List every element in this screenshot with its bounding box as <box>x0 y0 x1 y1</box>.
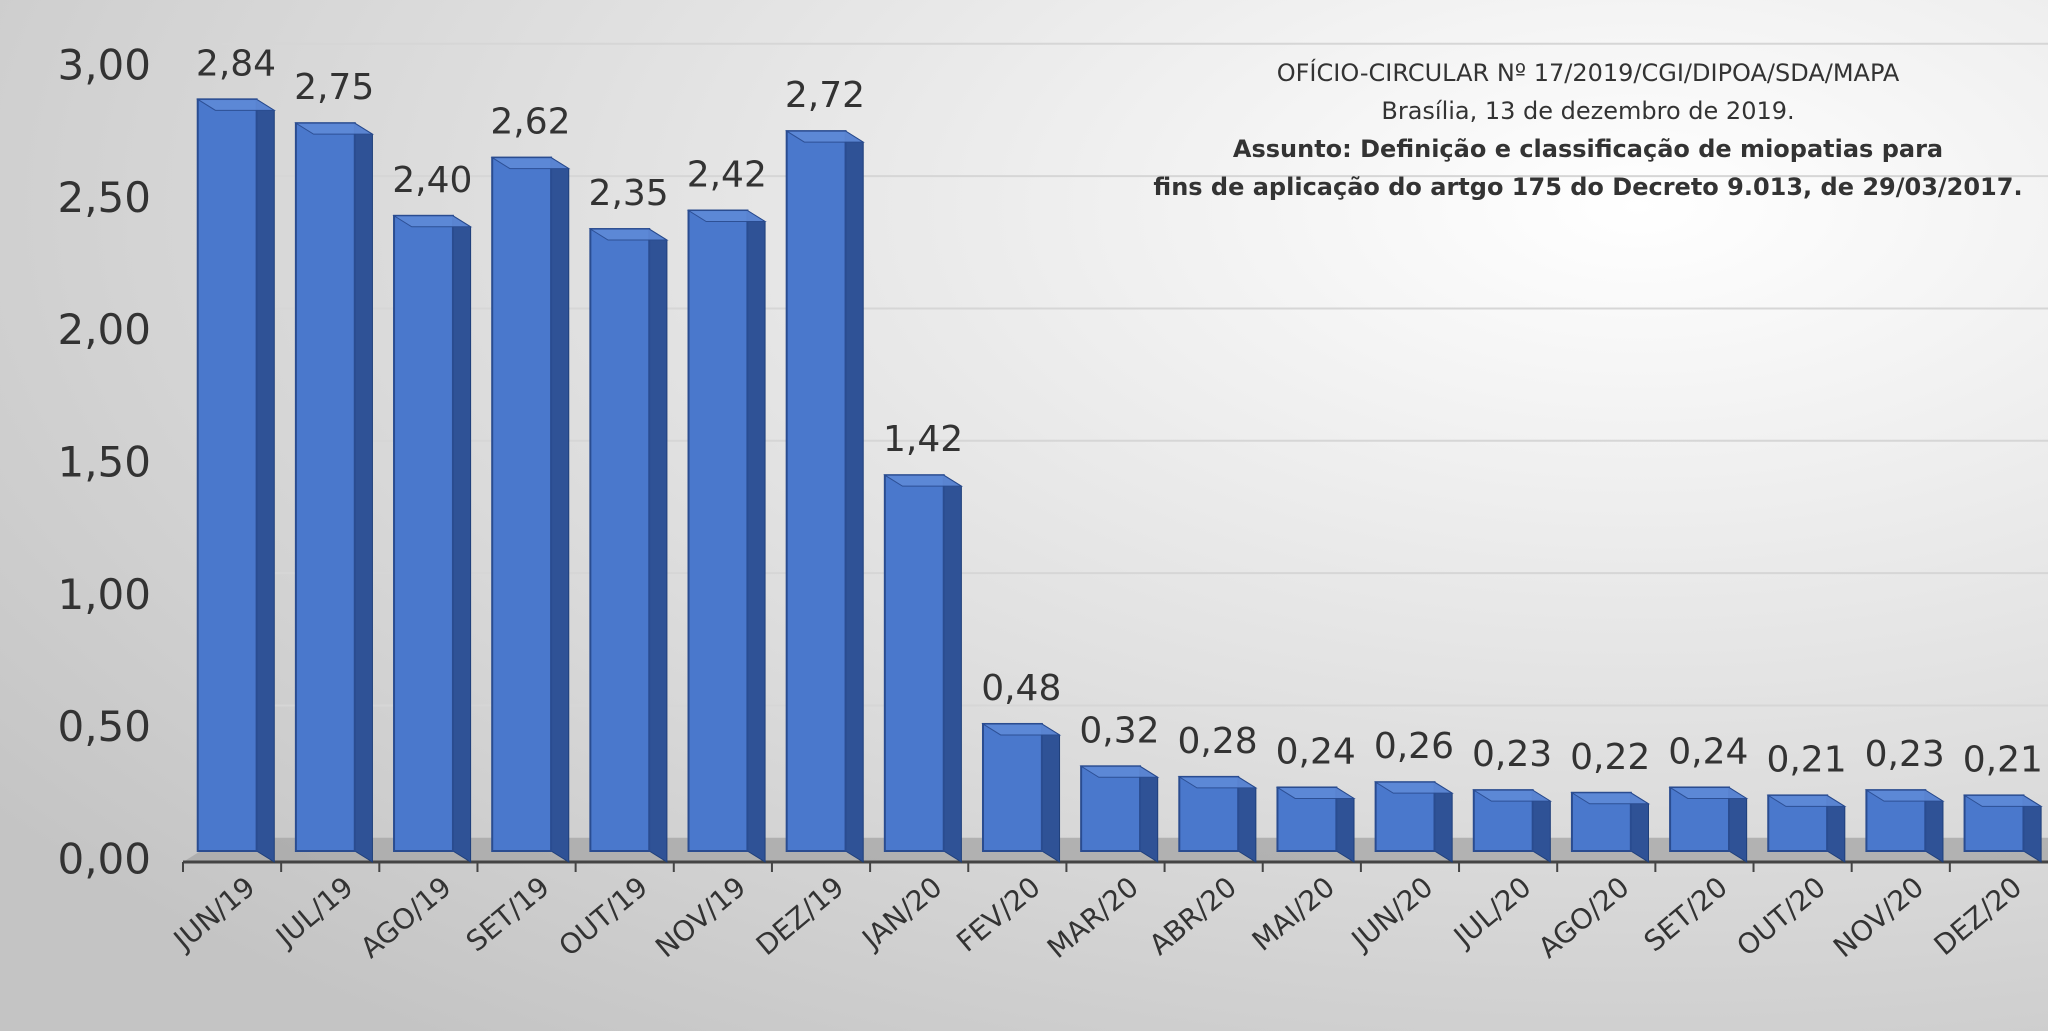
y-tick-label: 2,00 <box>57 305 151 354</box>
bar-top <box>1177 776 1258 789</box>
bar-top <box>1570 792 1651 805</box>
bar-side <box>354 122 373 863</box>
value-label: 0,24 <box>1668 731 1748 772</box>
bar-side <box>1139 765 1159 863</box>
bar-top <box>588 228 669 241</box>
bar <box>589 228 651 853</box>
bar <box>491 156 553 853</box>
bar-top <box>1668 786 1749 799</box>
y-tick-label: 2,50 <box>57 173 151 222</box>
y-tick-label: 0,00 <box>57 835 151 884</box>
value-label: 2,75 <box>294 67 374 108</box>
bar-top <box>686 210 767 223</box>
bar <box>785 130 847 852</box>
bar-side <box>845 130 864 863</box>
bar-side <box>1041 723 1061 863</box>
bar-top <box>1962 794 2043 807</box>
value-label: 2,72 <box>785 75 865 116</box>
value-label: 0,24 <box>1276 731 1356 772</box>
value-label: 1,42 <box>883 419 963 460</box>
bar-side <box>648 228 668 863</box>
annotation-line: fins de aplicação do artgo 175 do Decret… <box>1153 173 2022 201</box>
bar-top <box>784 130 865 143</box>
value-label: 2,62 <box>490 102 570 143</box>
value-label: 2,84 <box>196 43 276 84</box>
annotation-line: Brasília, 13 de dezembro de 2019. <box>1381 97 1794 125</box>
bar <box>294 122 356 852</box>
value-label: 0,22 <box>1570 737 1650 778</box>
bar-top <box>981 723 1062 736</box>
annotation-line: Assunto: Definição e classificação de mi… <box>1233 135 1943 163</box>
bar-top <box>392 215 473 228</box>
bar-top <box>1864 789 1945 802</box>
value-label: 0,23 <box>1472 734 1552 775</box>
value-label: 0,21 <box>1963 739 2043 780</box>
value-label: 0,48 <box>981 668 1061 709</box>
bar <box>883 474 945 852</box>
bar-top <box>1079 765 1160 778</box>
value-label: 0,28 <box>1178 721 1258 762</box>
bar-top <box>1275 786 1356 799</box>
bar-side <box>943 474 962 863</box>
value-label: 2,40 <box>392 160 472 201</box>
bar-side <box>1434 781 1453 863</box>
value-label: 0,32 <box>1079 710 1159 751</box>
bar-side <box>256 98 275 863</box>
bar-side <box>746 209 766 863</box>
bar <box>1080 765 1142 852</box>
y-tick-label: 1,50 <box>57 438 151 487</box>
value-label: 0,23 <box>1865 734 1945 775</box>
bar <box>1178 775 1240 852</box>
bar-top <box>1373 781 1454 794</box>
value-label: 2,42 <box>687 155 767 196</box>
value-label: 0,21 <box>1766 739 1846 780</box>
bar-side <box>452 214 472 863</box>
bar <box>196 98 258 852</box>
bar-side <box>550 156 570 863</box>
annotation-line: OFÍCIO-CIRCULAR Nº 17/2019/CGI/DIPOA/SDA… <box>1277 58 1900 87</box>
bar <box>393 214 454 853</box>
bar-top <box>490 157 571 170</box>
bar-top <box>1766 794 1847 807</box>
bar-side <box>1237 775 1257 863</box>
bar <box>687 209 749 853</box>
bar-top <box>294 122 375 135</box>
value-label: 2,35 <box>589 173 669 214</box>
value-label: 0,26 <box>1374 726 1454 767</box>
y-tick-label: 3,00 <box>57 41 151 90</box>
y-tick-label: 0,50 <box>57 702 151 751</box>
bar <box>981 722 1043 853</box>
bar-top <box>1472 789 1553 802</box>
y-tick-label: 1,00 <box>57 570 151 619</box>
bar-top <box>883 474 964 487</box>
bar-top <box>195 98 277 111</box>
